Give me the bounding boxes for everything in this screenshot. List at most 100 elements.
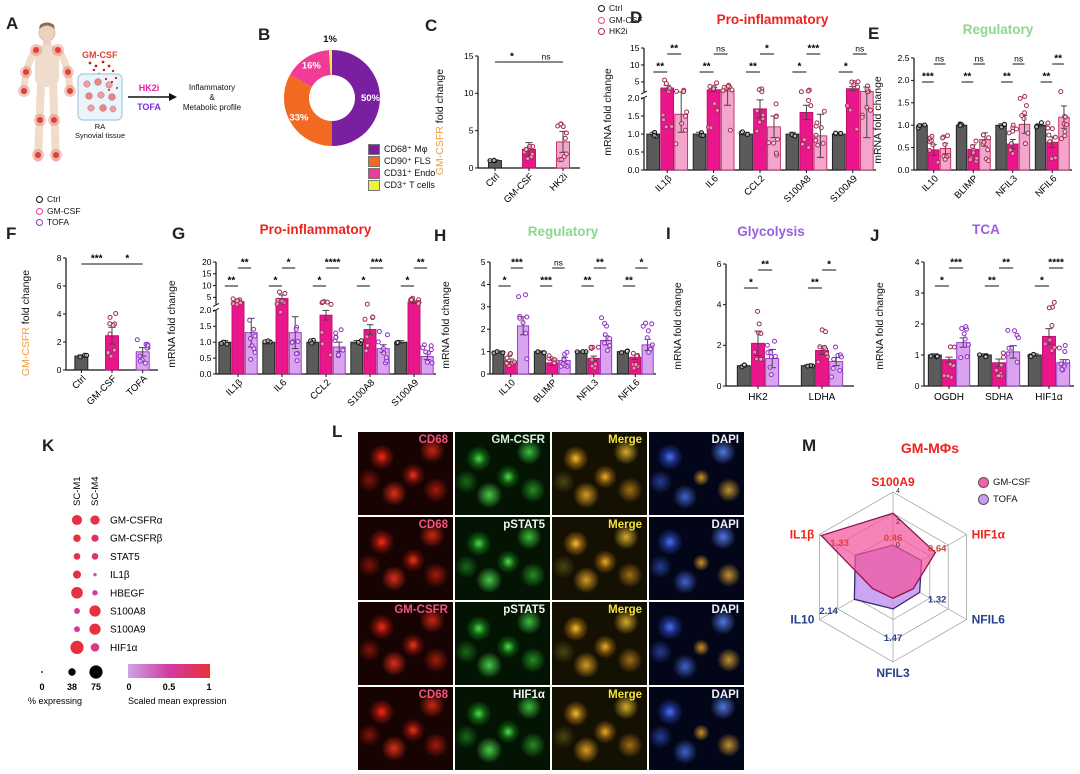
svg-text:Ctrl: Ctrl [70,373,88,391]
legend-item: Ctrl [36,194,81,206]
panel-h-label: H [434,226,447,245]
chart-svg: 50% 33% 16% 1% [284,34,381,146]
svg-text:0.46: 0.46 [884,533,903,544]
svg-text:1.0: 1.0 [200,337,212,347]
svg-text:HIF1α: HIF1α [972,528,1006,542]
svg-text:4: 4 [717,299,722,309]
micrograph-cell: GM-CSFR [358,602,453,685]
svg-text:GM-CSF: GM-CSF [502,171,536,205]
legend-item: CD3⁺ T cells [368,179,435,191]
svg-text:**: ** [964,72,972,83]
svg-text:S100A9: S100A9 [828,173,860,205]
outcome-line1: Inflammatory [189,83,235,92]
panel-e-label: E [868,24,880,43]
svg-text:0.5: 0.5 [200,353,212,363]
svg-text:0.0: 0.0 [628,165,640,175]
svg-text:5: 5 [469,125,474,135]
svg-text:*: * [287,258,291,269]
panel-m: M GM-MΦs GM-CSF TOFA 4 2 0 S100A9 HIF1α NFIL6… [770,420,1080,730]
svg-text:0: 0 [39,682,44,692]
svg-text:STAT5: STAT5 [110,552,140,563]
panel-e: E Regulatory mRNA fold change 0.0 0.5 1.0 1… [858,6,1080,220]
bar-chart-d: 0.0 0.5 1.0 1.5 2.0 5 10 15 IL1β ** ** IL6 ** ns CCL2 *… [618,30,880,216]
svg-text:0: 0 [717,381,722,391]
svg-text:38: 38 [67,682,77,692]
svg-text:*: * [827,260,831,271]
svg-text:SDHA: SDHA [985,392,1013,403]
swatch [368,179,380,191]
svg-text:1.0: 1.0 [898,120,910,130]
micrograph-cell-label: DAPI [711,434,739,446]
micrograph-cell-label: CD68 [418,689,448,701]
svg-text:**: ** [625,276,633,287]
micrograph-cell-label: CD68 [418,519,448,531]
gmcsf-label: GM-CSF [82,50,118,60]
panel-f: Ctrl GM-CSF TOFA F GM-CSFR fold change 0… [0,192,170,424]
svg-text:ns: ns [554,258,563,268]
svg-text:2: 2 [915,319,920,329]
panel-l-label: L [332,422,343,441]
svg-text:3: 3 [915,288,920,298]
svg-text:*: * [317,276,321,287]
panel-c-ylabel: GM-CSFR fold change [434,68,446,176]
svg-text:15: 15 [202,269,212,279]
micrograph-cell: DAPI [649,602,744,685]
micrograph-cell: CD68 [358,432,453,515]
svg-text:1.5: 1.5 [898,98,910,108]
synovial-tissue-box [77,73,123,121]
svg-text:1.5: 1.5 [628,111,640,121]
micrograph-cell-label: GM-CSFR [491,434,545,446]
svg-text:0.0: 0.0 [200,369,212,379]
svg-text:S100A9: S100A9 [110,625,146,636]
svg-text:CCL2: CCL2 [742,173,767,198]
svg-text:5: 5 [481,257,486,267]
svg-text:****: **** [325,258,341,269]
chart-svg: 012345IL10****BLIMP***nsNFIL3****NFIL6**… [481,257,656,405]
svg-text:0: 0 [57,365,62,375]
panel-f-label: F [6,224,17,243]
chart-svg: 0.00.51.01.52.02.5IL10***nsBLIMP**nsNFIL… [898,53,1072,201]
svg-text:ns: ns [1014,54,1023,64]
svg-text:0.5: 0.5 [898,142,910,152]
svg-text:S100A8: S100A8 [782,173,814,205]
svg-text:IL1β: IL1β [790,528,815,542]
swatch [598,16,605,24]
micrograph-cell-label: CD68 [418,434,448,446]
svg-text:HK2i: HK2i [548,171,570,193]
svg-text:2: 2 [481,324,486,334]
svg-text:**: ** [656,62,664,73]
chart-svg: 0.00.51.01.52.051015IL1β****IL6**nsCCL2*… [628,43,876,205]
synovial-label: Synovial tissue [75,131,125,140]
panel-j: J TCA mRNA fold change 0 1 2 3 4 OGDH * *** SDHA… [856,212,1080,422]
micrograph-cell: pSTAT5 [455,517,550,600]
swatch [598,28,605,36]
legend-item: TOFA [36,217,81,229]
svg-text:**: ** [1043,72,1051,83]
legend-item: HK2i [598,26,643,38]
svg-text:0: 0 [896,542,900,549]
svg-text:***: *** [511,258,523,269]
svg-text:ns: ns [975,54,984,64]
svg-text:SC-M1: SC-M1 [72,476,83,506]
panel-m-label: M [802,436,817,455]
svg-text:IL1β: IL1β [224,377,245,398]
panel-d-ylabel: mRNA fold change [602,68,614,156]
svg-text:2.5: 2.5 [898,53,910,63]
bar-chart-i: 0 2 4 6 HK2 * ** LDHA ** * [700,246,858,414]
svg-text:CCL2: CCL2 [308,377,333,402]
panel-h-ylabel: mRNA fold change [440,281,452,369]
svg-text:***: *** [922,72,934,83]
svg-text:LDHA: LDHA [809,392,836,403]
legend-item: CD90⁺ FLS [368,155,435,167]
donut-legend: CD68⁺ Mφ CD90⁺ FLS CD31⁺ Endo CD3⁺ T cel… [368,143,435,191]
panel-d-title: Pro-inflammatory [716,12,829,27]
outcome-line3: Metabolic profile [183,103,242,112]
svg-text:S100A9: S100A9 [871,475,915,489]
swatch [598,5,605,13]
svg-text:3: 3 [481,302,486,312]
svg-text:SC-M4: SC-M4 [90,476,101,506]
micrograph-cell: CD68 [358,687,453,770]
svg-text:10: 10 [464,88,474,98]
legend-item: GM-CSF [36,206,81,218]
